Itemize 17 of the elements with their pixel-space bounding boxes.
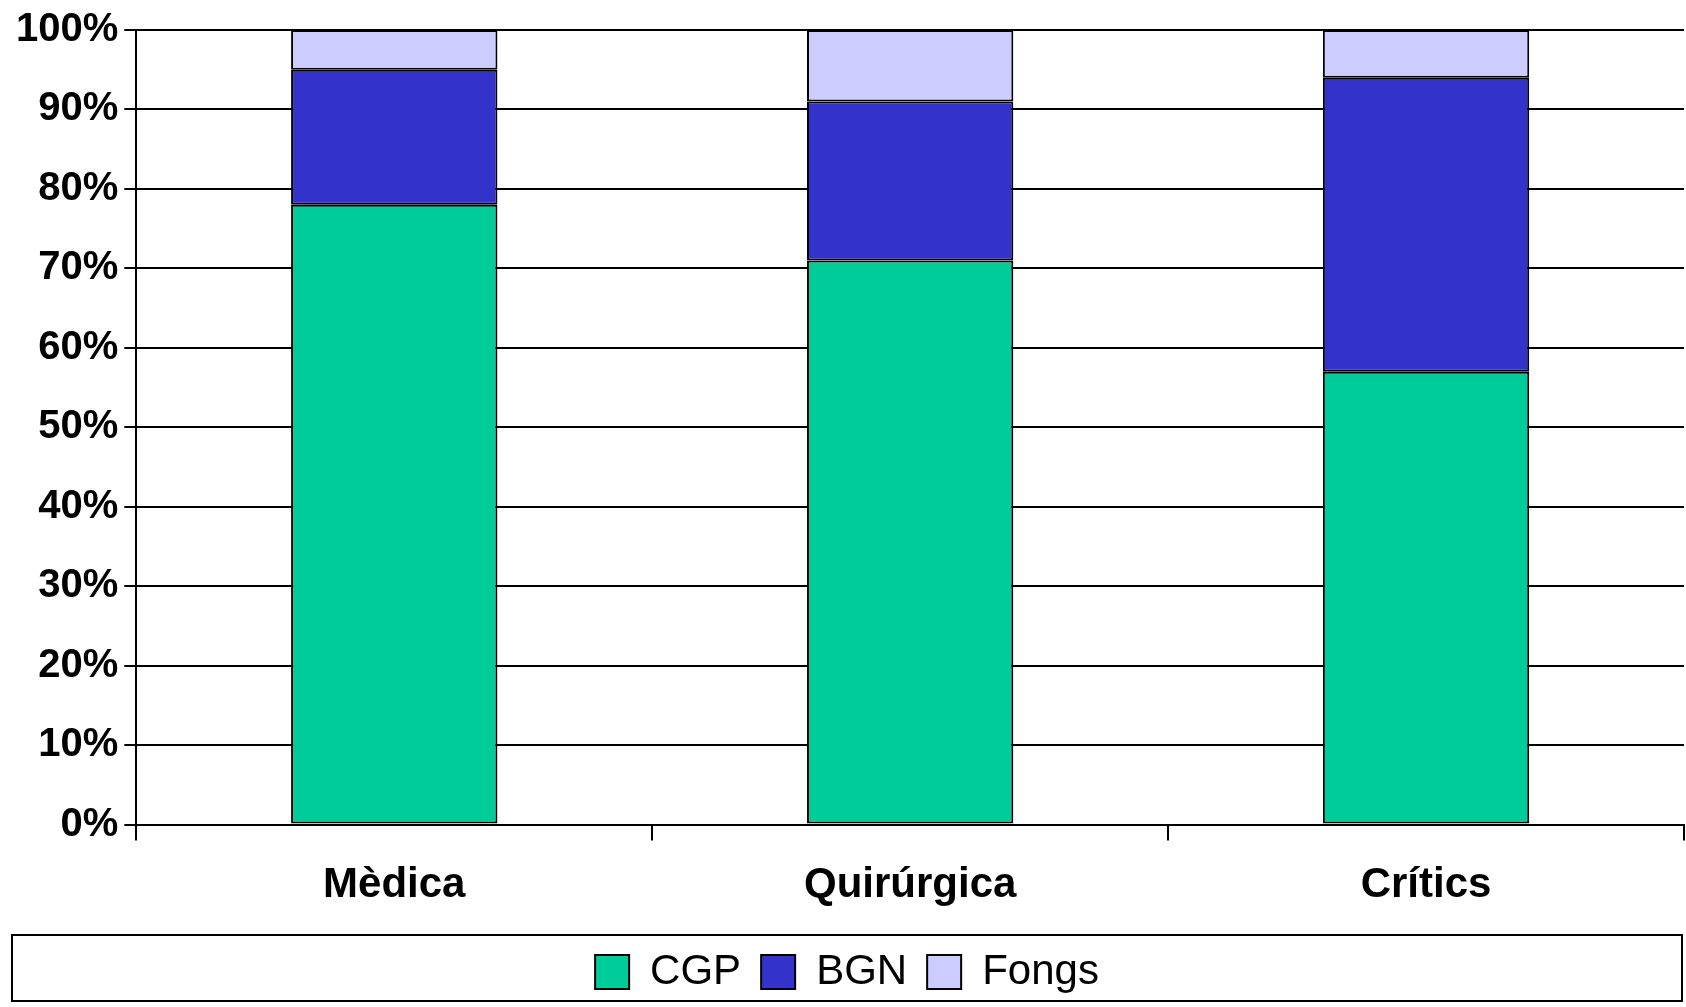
y-tick-label: 30% bbox=[38, 561, 119, 606]
y-tick-label: 0% bbox=[60, 799, 119, 844]
y-tick-label: 10% bbox=[38, 720, 119, 765]
y-tick-label: 90% bbox=[38, 84, 119, 129]
y-tick-label: 50% bbox=[38, 402, 119, 447]
x-tick-label: Quirúrgica bbox=[803, 859, 1017, 907]
y-tick-label: 60% bbox=[38, 322, 119, 367]
legend-label: Fongs bbox=[982, 945, 1099, 993]
legend-label: BGN bbox=[816, 945, 908, 993]
y-tick-label: 70% bbox=[38, 243, 119, 288]
y-tick-label: 100% bbox=[15, 5, 119, 50]
legend-label: CGP bbox=[650, 945, 742, 993]
y-tick-label: 20% bbox=[38, 640, 119, 685]
y-tick-label: 40% bbox=[38, 481, 119, 526]
y-tick-label: 80% bbox=[38, 163, 119, 208]
x-tick-label: Crítics bbox=[1360, 859, 1492, 907]
x-tick-label: Mèdica bbox=[323, 859, 467, 907]
